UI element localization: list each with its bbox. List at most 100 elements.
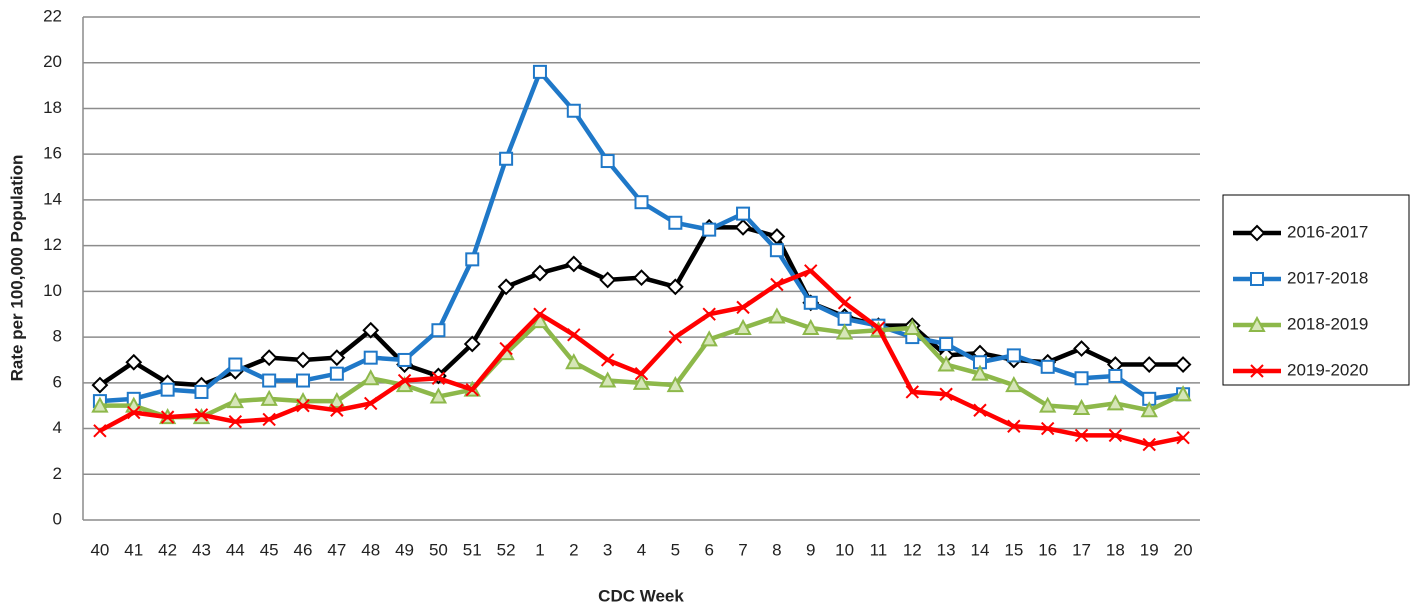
marker (769, 243, 784, 258)
x-tick-label: 4 (637, 540, 646, 559)
legend-label: 2016-2017 (1287, 222, 1368, 241)
x-tick-label: 18 (1106, 540, 1125, 559)
marker (937, 355, 955, 372)
marker (194, 408, 209, 422)
marker (93, 424, 107, 438)
marker (668, 215, 683, 230)
marker (632, 373, 651, 390)
legend-box (1222, 194, 1410, 386)
x-tick-label: 10 (835, 540, 854, 559)
marker (702, 222, 717, 237)
y-tick-label: 0 (53, 509, 62, 528)
marker (702, 307, 716, 321)
marker (1174, 385, 1192, 402)
marker (804, 264, 818, 278)
y-tick-label: 14 (43, 189, 62, 208)
y-tick-label: 20 (43, 52, 62, 71)
marker (1142, 437, 1156, 452)
x-tick-label: 2 (569, 540, 578, 559)
marker (971, 364, 989, 381)
x-tick-label: 13 (937, 540, 956, 559)
x-tick-label: 44 (226, 540, 245, 559)
marker (939, 336, 954, 351)
marker (835, 323, 854, 340)
x-tick-label: 46 (294, 540, 313, 559)
marker (600, 353, 615, 367)
series-line (99, 314, 1185, 420)
marker (429, 387, 448, 404)
marker (600, 154, 615, 169)
marker (633, 269, 650, 287)
marker (1040, 421, 1055, 436)
y-tick-label: 6 (53, 372, 62, 391)
marker (497, 278, 515, 296)
marker (1140, 356, 1158, 373)
marker (294, 351, 312, 369)
marker (532, 64, 547, 79)
marker (260, 349, 278, 367)
y-axis-title: Rate per 100,000 Population (7, 155, 26, 382)
y-tick-label: 16 (43, 144, 62, 163)
marker (736, 300, 750, 315)
marker (736, 206, 751, 221)
y-tick-label: 10 (43, 281, 62, 300)
x-tick-label: 51 (463, 540, 482, 559)
marker (194, 384, 209, 399)
marker (1174, 356, 1192, 373)
marker (1007, 419, 1021, 433)
marker (1005, 375, 1023, 393)
marker (262, 373, 277, 388)
marker (599, 271, 617, 289)
x-tick-label: 12 (903, 540, 922, 559)
x-tick-label: 1 (535, 540, 544, 559)
marker (1106, 394, 1125, 411)
marker (837, 296, 852, 310)
marker (1073, 340, 1090, 357)
x-tick-label: 9 (806, 540, 815, 559)
legend-marker (1248, 315, 1266, 332)
marker (499, 341, 513, 356)
marker (1108, 428, 1123, 443)
marker (91, 376, 109, 394)
marker (397, 352, 412, 367)
x-tick-label: 45 (260, 540, 279, 559)
marker (939, 387, 953, 401)
x-tick-label: 19 (1140, 540, 1159, 559)
y-tick-label: 8 (53, 327, 62, 346)
legend-marker (1250, 364, 1264, 378)
x-tick-label: 49 (395, 540, 414, 559)
marker (567, 328, 581, 342)
x-tick-label: 52 (497, 540, 516, 559)
marker (463, 335, 481, 353)
legend-marker (1248, 224, 1266, 242)
marker (533, 307, 547, 321)
marker (160, 382, 175, 397)
y-tick-label: 18 (43, 98, 62, 117)
marker (328, 349, 346, 367)
marker (1108, 368, 1123, 383)
x-tick-label: 5 (671, 540, 680, 559)
y-tick-label: 12 (43, 235, 62, 254)
marker (328, 391, 346, 409)
marker (973, 403, 987, 417)
x-tick-label: 16 (1038, 540, 1057, 559)
x-tick-label: 47 (327, 540, 346, 559)
x-tick-label: 50 (429, 540, 448, 559)
marker (262, 412, 276, 427)
marker (499, 151, 514, 166)
marker (598, 371, 617, 388)
marker (837, 311, 852, 326)
marker (228, 414, 243, 429)
marker (734, 218, 752, 236)
marker (666, 375, 685, 393)
marker (431, 371, 446, 385)
legend: 2016-2017 2017-2018 2018-2019 2019-2020 (1222, 194, 1410, 386)
marker (768, 307, 786, 324)
x-tick-label: 7 (738, 540, 747, 559)
marker (1039, 396, 1057, 413)
marker (91, 396, 109, 413)
x-tick-label: 42 (158, 540, 177, 559)
x-tick-label: 17 (1072, 540, 1091, 559)
x-tick-label: 8 (772, 540, 781, 559)
marker (666, 278, 684, 296)
